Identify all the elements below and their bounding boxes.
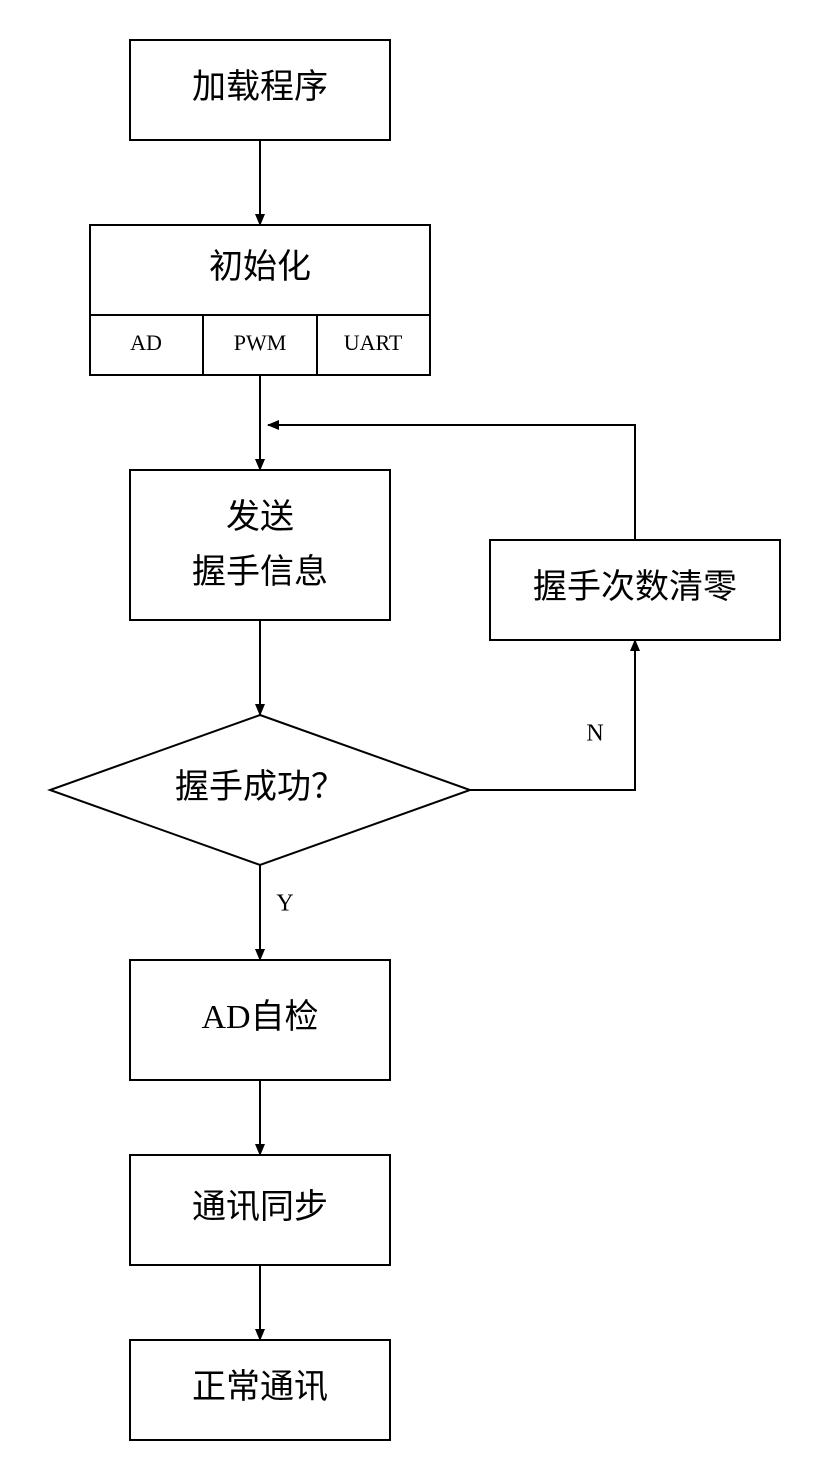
node-ad-selfcheck: AD自检 [130,960,390,1080]
node-reset-handshake: 握手次数清零 [490,540,780,640]
node-send-handshake-line1: 发送 [226,498,294,536]
node-handshake-ok: 握手成功？ [50,715,470,865]
node-ad-selfcheck-label: AD自检 [201,998,318,1036]
node-normal-comm: 正常通讯 [130,1340,390,1440]
init-cell-ad: AD [130,330,162,355]
edge-label-yes: Y [276,891,293,917]
node-send-handshake: 发送 握手信息 [130,470,390,620]
node-reset-handshake-label: 握手次数清零 [533,568,737,606]
node-handshake-ok-label: 握手成功？ [175,768,345,806]
node-load-program-label: 加载程序 [192,68,328,106]
node-initialize: 初始化 AD PWM UART [90,225,430,375]
node-comm-sync-label: 通讯同步 [192,1188,328,1226]
flowchart-canvas: 加载程序 初始化 AD PWM UART 发送 握手信息 握手次数清零 握手成功… [0,0,823,1459]
node-send-handshake-line2: 握手信息 [192,553,328,591]
edge-decision-to-reset [470,640,635,790]
node-normal-comm-label: 正常通讯 [192,1369,328,1406]
node-comm-sync: 通讯同步 [130,1155,390,1265]
init-cell-uart: UART [344,330,403,355]
init-cell-pwm: PWM [234,330,287,355]
edge-label-no: N [586,721,603,747]
node-initialize-label: 初始化 [209,248,311,286]
node-load-program: 加载程序 [130,40,390,140]
